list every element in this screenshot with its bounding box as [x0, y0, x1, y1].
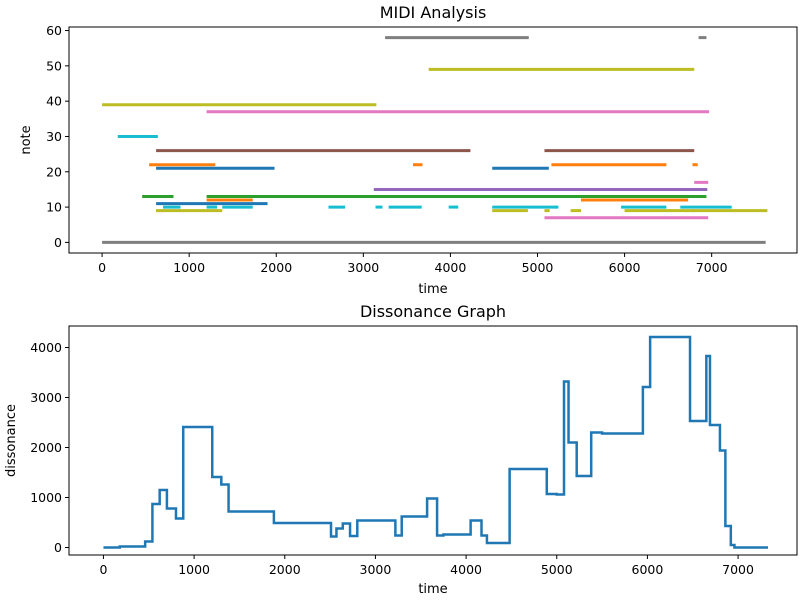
x-tick-label: 3000	[347, 260, 379, 275]
x-tick-label: 7000	[696, 260, 728, 275]
x-tick-label: 4000	[435, 260, 467, 275]
dissonance-y-axis-label: dissonance	[4, 404, 19, 477]
x-tick-label: 7000	[722, 562, 754, 577]
x-tick-label: 1000	[173, 260, 205, 275]
axes-frame	[68, 325, 798, 556]
y-tick-label: 20	[46, 164, 62, 179]
x-tick-label: 0	[99, 562, 107, 577]
x-tick-label: 0	[98, 260, 106, 275]
x-tick-label: 2000	[269, 562, 301, 577]
y-tick-label: 0	[54, 235, 62, 250]
midi-chart-title: MIDI Analysis	[380, 3, 487, 22]
x-tick-label: 6000	[632, 562, 664, 577]
y-tick-label: 60	[46, 23, 62, 38]
dissonance-chart-title: Dissonance Graph	[360, 302, 506, 321]
dissonance-graph-chart: 0 1000 2000 3000 4000 5000 6000 7000 0 1000 2000 30…	[4, 302, 798, 597]
y-tick-label: 40	[46, 94, 62, 109]
y-tick-label: 10	[46, 200, 62, 215]
x-tick-label: 4000	[450, 562, 482, 577]
y-tick-label: 4000	[30, 340, 62, 355]
axes-frame	[68, 26, 798, 254]
y-tick-label: 0	[54, 540, 62, 555]
y-tick-label: 1000	[30, 490, 62, 505]
midi-analysis-chart: 0 1000 2000 3000 4000 5000 6000 7000 0 10 20 30 40 50…	[19, 3, 798, 297]
x-tick-label: 5000	[522, 260, 554, 275]
y-tick-label: 3000	[30, 390, 62, 405]
x-tick-label: 3000	[360, 562, 392, 577]
dissonance-series-line	[103, 335, 768, 549]
x-tick-label: 1000	[178, 562, 210, 577]
midi-x-axis-label: time	[418, 282, 447, 297]
x-tick-label: 6000	[609, 260, 641, 275]
y-tick-label: 30	[46, 129, 62, 144]
x-tick-label: 5000	[541, 562, 573, 577]
dissonance-x-axis-label: time	[418, 582, 447, 597]
x-tick-label: 2000	[260, 260, 292, 275]
y-tick-label: 50	[46, 58, 62, 73]
y-tick-label: 2000	[30, 440, 62, 455]
midi-y-axis-label: note	[19, 125, 34, 154]
